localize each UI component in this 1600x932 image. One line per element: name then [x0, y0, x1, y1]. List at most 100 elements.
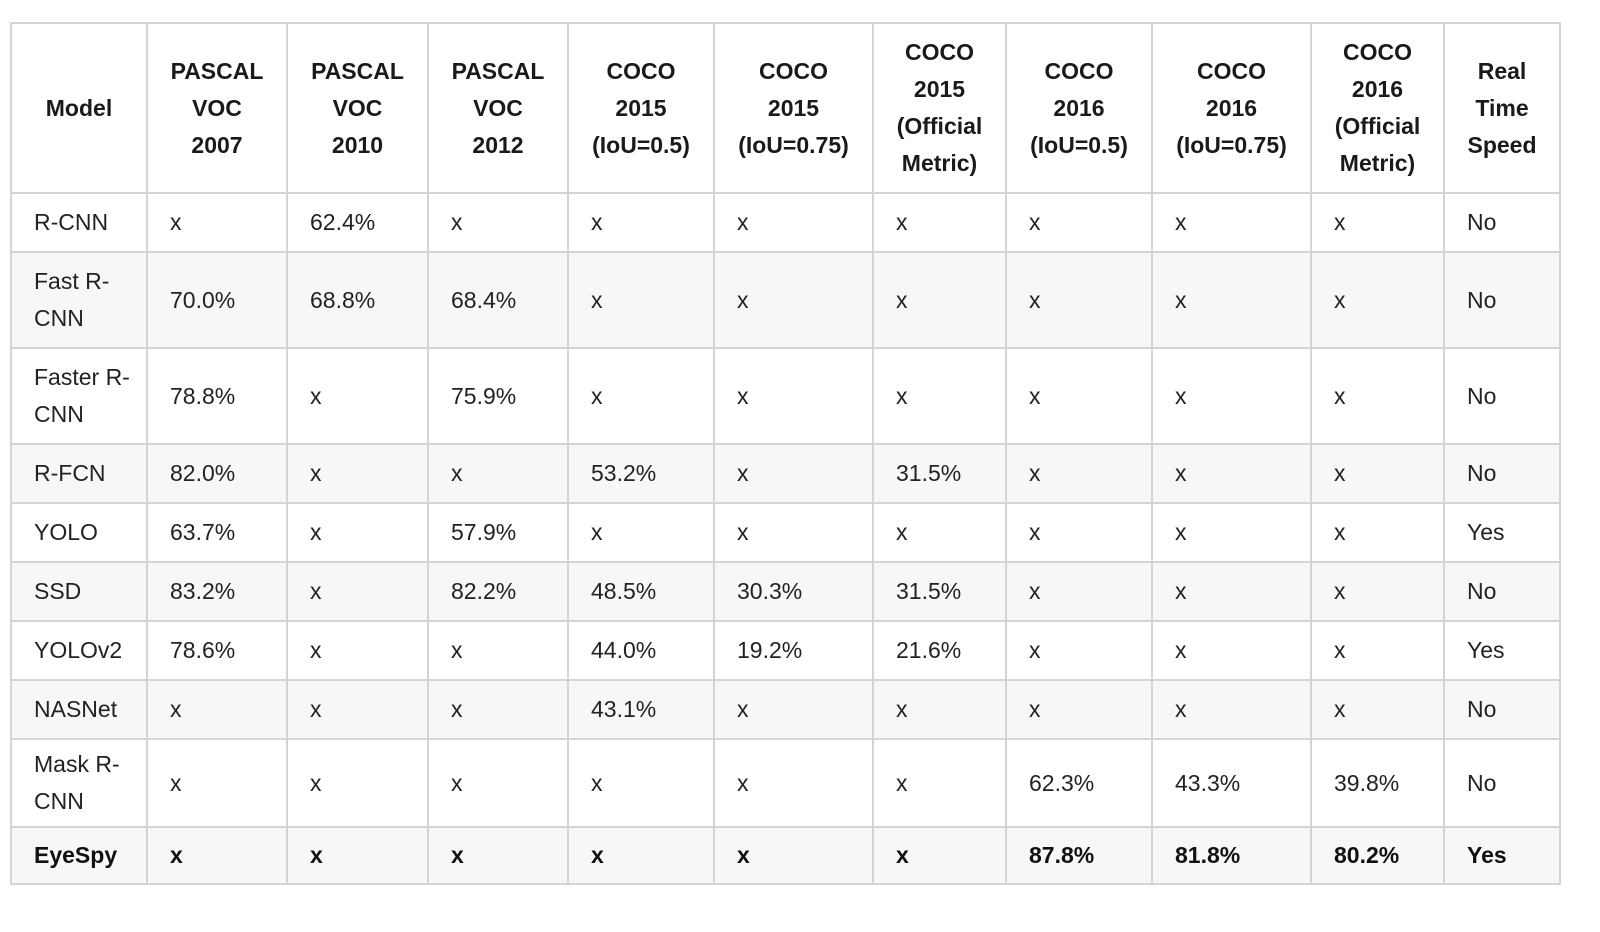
- header-line: COCO: [606, 57, 676, 84]
- comparison-table: Model PASCAL VOC 2007 PASCAL VOC 2010 PASCAL VOC…: [10, 22, 1561, 885]
- cell-coco-2015-iou-075: x: [713, 443, 874, 504]
- cell-model: EyeSpy: [10, 826, 148, 885]
- cell-coco-2015-official: 21.6%: [872, 620, 1007, 681]
- cell-coco-2016-iou-05: x: [1005, 679, 1153, 740]
- header-line: Metric): [901, 150, 978, 176]
- header-line: COCO: [1197, 57, 1266, 84]
- header-line: 2016: [1205, 94, 1258, 121]
- table-row: R-FCN 82.0% x x 53.2% x 31.5% x x x No: [10, 443, 1561, 504]
- cell-coco-2015-iou-075: 19.2%: [713, 620, 874, 681]
- header-line: Speed: [1467, 131, 1537, 158]
- header-line: 2007: [191, 131, 243, 158]
- header-coco-2015-iou-075: COCO 2015 (IoU=0.75): [713, 22, 874, 194]
- cell-coco-2015-iou-075: x: [713, 251, 874, 349]
- header-pascal-voc-2007: PASCAL VOC 2007: [146, 22, 288, 194]
- cell-coco-2016-official: x: [1310, 347, 1445, 445]
- cell-coco-2016-iou-05: 62.3%: [1005, 738, 1153, 828]
- header-line: (Official: [896, 113, 983, 139]
- cell-coco-2016-official: 80.2%: [1310, 826, 1445, 885]
- cell-model: YOLOv2: [10, 620, 148, 681]
- header-line: VOC: [473, 94, 523, 121]
- cell-pascal-voc-2010: x: [286, 502, 429, 563]
- cell-coco-2016-iou-05: x: [1005, 251, 1153, 349]
- header-pascal-voc-2012: PASCAL VOC 2012: [427, 22, 569, 194]
- header-line: PASCAL: [311, 57, 404, 84]
- cell-coco-2016-iou-05: x: [1005, 502, 1153, 563]
- cell-coco-2015-iou-05: x: [567, 347, 715, 445]
- cell-pascal-voc-2010: x: [286, 561, 429, 622]
- cell-real-time-speed: No: [1443, 679, 1561, 740]
- cell-coco-2015-iou-075: x: [713, 502, 874, 563]
- table-row: YOLO 63.7% x 57.9% x x x x x x Yes: [10, 502, 1561, 563]
- cell-model: YOLO: [10, 502, 148, 563]
- cell-pascal-voc-2007: 70.0%: [146, 251, 288, 349]
- table-row: R-CNN x 62.4% x x x x x x x No: [10, 192, 1561, 253]
- cell-coco-2016-official: x: [1310, 620, 1445, 681]
- cell-coco-2016-official: x: [1310, 679, 1445, 740]
- cell-coco-2016-official: x: [1310, 502, 1445, 563]
- cell-pascal-voc-2010: x: [286, 347, 429, 445]
- header-line: 2016: [1053, 94, 1105, 121]
- cell-real-time-speed: No: [1443, 561, 1561, 622]
- cell-model: R-CNN: [10, 192, 148, 253]
- cell-coco-2016-iou-05: x: [1005, 443, 1153, 504]
- cell-pascal-voc-2007: 78.8%: [146, 347, 288, 445]
- header-line: COCO: [1343, 39, 1412, 65]
- cell-coco-2015-iou-05: x: [567, 192, 715, 253]
- cell-pascal-voc-2010: x: [286, 679, 429, 740]
- cell-coco-2016-iou-05: x: [1005, 192, 1153, 253]
- cell-coco-2015-official: x: [872, 502, 1007, 563]
- cell-coco-2016-iou-075: x: [1151, 347, 1312, 445]
- cell-coco-2016-iou-05: x: [1005, 347, 1153, 445]
- cell-coco-2015-iou-075: x: [713, 192, 874, 253]
- table-body: R-CNN x 62.4% x x x x x x x No Fast R-CNN 70.0% 68.8%…: [10, 192, 1561, 885]
- cell-coco-2016-iou-075: x: [1151, 443, 1312, 504]
- cell-coco-2016-official: 39.8%: [1310, 738, 1445, 828]
- cell-pascal-voc-2010: 68.8%: [286, 251, 429, 349]
- cell-coco-2016-iou-075: x: [1151, 679, 1312, 740]
- cell-pascal-voc-2012: x: [427, 679, 569, 740]
- header-coco-2015-iou-05: COCO 2015 (IoU=0.5): [567, 22, 715, 194]
- cell-pascal-voc-2007: 82.0%: [146, 443, 288, 504]
- cell-coco-2015-iou-05: 43.1%: [567, 679, 715, 740]
- header-line: (IoU=0.75): [1176, 131, 1287, 158]
- cell-real-time-speed: No: [1443, 347, 1561, 445]
- table-row: NASNet x x x 43.1% x x x x x No: [10, 679, 1561, 740]
- header-coco-2016-official: COCO 2016 (Official Metric): [1310, 22, 1445, 194]
- header-line: (IoU=0.5): [592, 131, 690, 158]
- cell-pascal-voc-2007: 78.6%: [146, 620, 288, 681]
- cell-pascal-voc-2007: x: [146, 192, 288, 253]
- cell-coco-2015-official: x: [872, 738, 1007, 828]
- cell-coco-2016-iou-075: x: [1151, 251, 1312, 349]
- table-header: Model PASCAL VOC 2007 PASCAL VOC 2010 PASCAL VOC…: [10, 22, 1561, 194]
- cell-pascal-voc-2012: 82.2%: [427, 561, 569, 622]
- cell-coco-2016-iou-05: x: [1005, 561, 1153, 622]
- header-line: COCO: [1044, 57, 1114, 84]
- cell-pascal-voc-2010: x: [286, 826, 429, 885]
- cell-coco-2015-official: x: [872, 192, 1007, 253]
- cell-model: Faster R-CNN: [10, 347, 148, 445]
- cell-real-time-speed: Yes: [1443, 620, 1561, 681]
- cell-pascal-voc-2012: 57.9%: [427, 502, 569, 563]
- table-row: SSD 83.2% x 82.2% 48.5% 30.3% 31.5% x x x No: [10, 561, 1561, 622]
- cell-coco-2015-iou-05: x: [567, 738, 715, 828]
- header-line: PASCAL: [170, 57, 264, 84]
- cell-model: R-FCN: [10, 443, 148, 504]
- cell-coco-2015-iou-05: 48.5%: [567, 561, 715, 622]
- cell-coco-2016-official: x: [1310, 251, 1445, 349]
- cell-coco-2015-iou-075: x: [713, 826, 874, 885]
- header-real-time-speed: Real Time Speed: [1443, 22, 1561, 194]
- cell-coco-2016-official: x: [1310, 443, 1445, 504]
- header-line: Model: [45, 94, 113, 121]
- cell-coco-2015-iou-075: x: [713, 347, 874, 445]
- header-line: VOC: [192, 94, 242, 121]
- cell-coco-2015-official: x: [872, 251, 1007, 349]
- cell-coco-2016-iou-05: 87.8%: [1005, 826, 1153, 885]
- cell-coco-2015-iou-05: x: [567, 826, 715, 885]
- cell-model: Fast R-CNN: [10, 251, 148, 349]
- cell-coco-2015-iou-05: 53.2%: [567, 443, 715, 504]
- table-row: Fast R-CNN 70.0% 68.8% 68.4% x x x x x x No: [10, 251, 1561, 349]
- table-row: Faster R-CNN 78.8% x 75.9% x x x x x x No: [10, 347, 1561, 445]
- cell-pascal-voc-2007: x: [146, 738, 288, 828]
- cell-pascal-voc-2012: x: [427, 620, 569, 681]
